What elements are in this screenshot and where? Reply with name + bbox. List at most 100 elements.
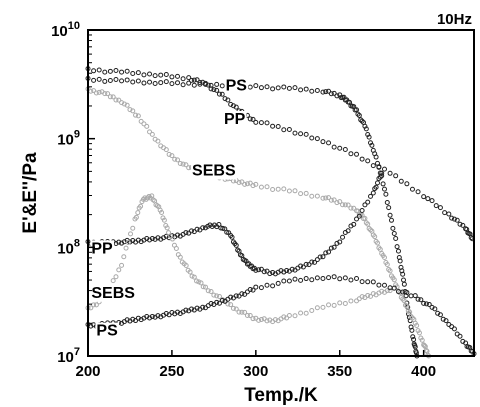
data-point (175, 73, 181, 79)
data-point (309, 135, 315, 141)
data-point (183, 307, 189, 313)
data-point (228, 294, 234, 300)
data-point (135, 70, 141, 76)
y-tick-label: 1010 (51, 20, 80, 40)
data-point (180, 161, 186, 167)
data-point (425, 196, 431, 202)
data-point (119, 78, 125, 84)
curve-label: PP (224, 111, 246, 128)
data-point (365, 132, 371, 138)
data-point (323, 195, 329, 201)
data-point (340, 202, 346, 208)
data-point (298, 277, 304, 283)
data-point (214, 87, 220, 93)
data-point (437, 205, 443, 211)
data-point (309, 259, 315, 265)
curve-label-backing (224, 77, 249, 95)
data-point (233, 306, 239, 312)
data-point (383, 191, 389, 197)
data-point (376, 175, 382, 181)
data-point (303, 190, 309, 196)
data-point (328, 91, 334, 97)
data-point (356, 112, 362, 118)
data-point (379, 170, 385, 176)
data-point (214, 81, 220, 87)
data-point (348, 277, 354, 283)
data-point (130, 316, 136, 322)
data-point (370, 291, 376, 297)
data-point (225, 97, 231, 103)
data-point (446, 211, 452, 217)
data-point (186, 75, 192, 81)
series-5 (85, 274, 477, 357)
data-point (163, 147, 169, 153)
data-point (267, 271, 273, 277)
data-point (208, 82, 214, 88)
data-point (404, 181, 410, 187)
data-point (312, 259, 318, 265)
data-point (415, 189, 421, 195)
data-point (331, 274, 337, 280)
data-point (388, 217, 394, 223)
data-point (253, 181, 259, 187)
data-point (121, 254, 127, 260)
data-point (381, 282, 387, 288)
data-point (158, 72, 164, 78)
data-point (163, 311, 169, 317)
data-point (379, 173, 385, 179)
data-point (337, 276, 343, 282)
data-point (258, 266, 264, 272)
data-point (147, 71, 153, 77)
data-point (275, 123, 281, 129)
data-point (250, 287, 256, 293)
curve-label: PP (91, 240, 113, 257)
data-point (127, 107, 133, 113)
data-point (355, 111, 361, 117)
series-1 (85, 66, 475, 242)
data-point (387, 288, 393, 294)
data-point (354, 276, 360, 282)
data-point (183, 230, 189, 236)
data-point (93, 90, 99, 96)
data-point (133, 214, 139, 220)
data-point (331, 197, 337, 203)
data-point (451, 216, 457, 222)
data-point (342, 202, 348, 208)
data-point (365, 199, 371, 205)
y-tick-label: 109 (57, 129, 80, 149)
data-point (200, 284, 206, 290)
data-point (205, 288, 211, 294)
data-point (116, 267, 122, 273)
curve-label: PS (96, 323, 118, 340)
data-point (230, 305, 236, 311)
data-point (105, 91, 111, 97)
data-point (220, 225, 226, 231)
data-point (387, 212, 393, 218)
data-point (337, 239, 343, 245)
data-point (242, 309, 248, 315)
data-point (432, 306, 438, 312)
data-point (401, 281, 407, 287)
data-point (328, 197, 334, 203)
x-tick-label: 250 (159, 363, 184, 380)
data-point (421, 300, 427, 306)
data-point (384, 288, 390, 294)
data-point (229, 234, 235, 240)
y-axis-label: E'&E''/Pa (20, 152, 41, 234)
data-point (340, 234, 346, 240)
data-point (264, 184, 270, 190)
data-point (320, 275, 326, 281)
data-point (253, 267, 259, 273)
series-3 (85, 170, 385, 277)
data-point (256, 267, 262, 273)
x-tick-label: 200 (75, 363, 100, 380)
data-point (188, 228, 194, 234)
data-point (292, 313, 298, 319)
data-point (149, 131, 155, 137)
data-point (442, 210, 448, 216)
data-point (200, 225, 206, 231)
data-point (275, 280, 281, 286)
data-point (144, 123, 150, 129)
data-point (370, 163, 376, 169)
data-point (152, 81, 158, 87)
